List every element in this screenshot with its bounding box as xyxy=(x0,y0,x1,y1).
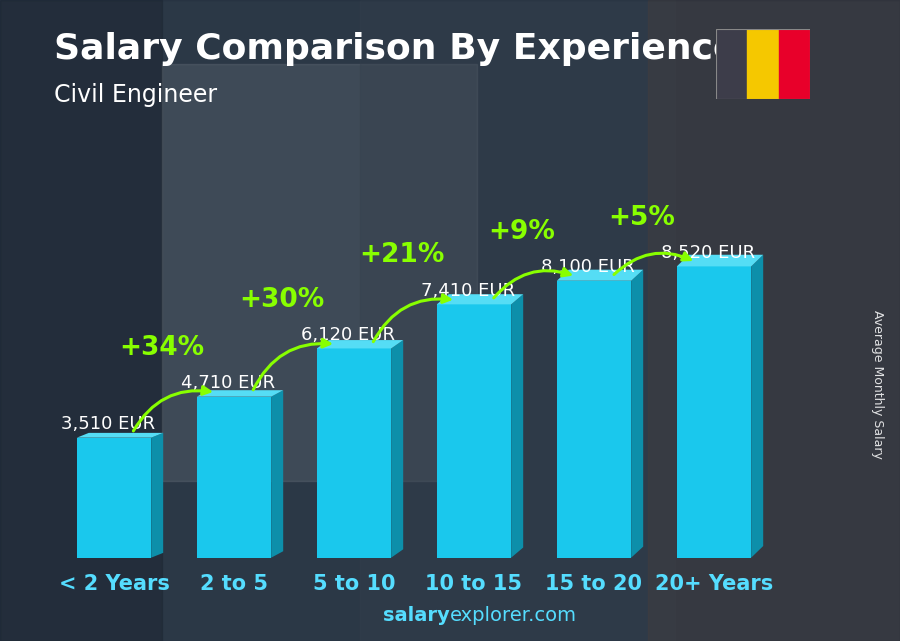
Bar xyxy=(0,0,162,641)
Polygon shape xyxy=(557,270,644,281)
Bar xyxy=(778,29,810,99)
Text: Salary Comparison By Experience: Salary Comparison By Experience xyxy=(54,32,737,66)
Text: explorer.com: explorer.com xyxy=(450,606,577,625)
Polygon shape xyxy=(317,340,403,349)
Text: salary: salary xyxy=(383,606,450,625)
Polygon shape xyxy=(557,281,631,558)
Text: 8,100 EUR: 8,100 EUR xyxy=(541,258,634,276)
Polygon shape xyxy=(392,340,403,558)
Bar xyxy=(162,64,477,481)
Polygon shape xyxy=(511,294,523,558)
Polygon shape xyxy=(677,254,763,267)
Polygon shape xyxy=(631,270,644,558)
Polygon shape xyxy=(677,267,751,558)
Bar xyxy=(747,29,778,99)
Text: +34%: +34% xyxy=(120,335,204,361)
Polygon shape xyxy=(436,294,523,304)
Text: +21%: +21% xyxy=(359,242,445,269)
Bar xyxy=(648,0,900,641)
Text: +9%: +9% xyxy=(489,219,555,245)
Polygon shape xyxy=(197,397,271,558)
Polygon shape xyxy=(436,304,511,558)
Text: 8,520 EUR: 8,520 EUR xyxy=(661,244,755,262)
Polygon shape xyxy=(76,433,163,438)
Text: +5%: +5% xyxy=(608,204,675,231)
Text: 7,410 EUR: 7,410 EUR xyxy=(421,282,515,300)
Polygon shape xyxy=(271,390,284,558)
Text: 3,510 EUR: 3,510 EUR xyxy=(61,415,155,433)
Polygon shape xyxy=(197,390,284,397)
Polygon shape xyxy=(317,349,392,558)
Text: 6,120 EUR: 6,120 EUR xyxy=(301,326,395,344)
Text: 4,710 EUR: 4,710 EUR xyxy=(181,374,275,392)
Polygon shape xyxy=(752,254,763,558)
Bar xyxy=(716,29,747,99)
Bar xyxy=(360,0,675,641)
Text: Civil Engineer: Civil Engineer xyxy=(54,83,217,107)
Text: +30%: +30% xyxy=(239,287,325,313)
Polygon shape xyxy=(76,438,151,558)
Text: Average Monthly Salary: Average Monthly Salary xyxy=(871,310,884,459)
Polygon shape xyxy=(151,433,163,558)
